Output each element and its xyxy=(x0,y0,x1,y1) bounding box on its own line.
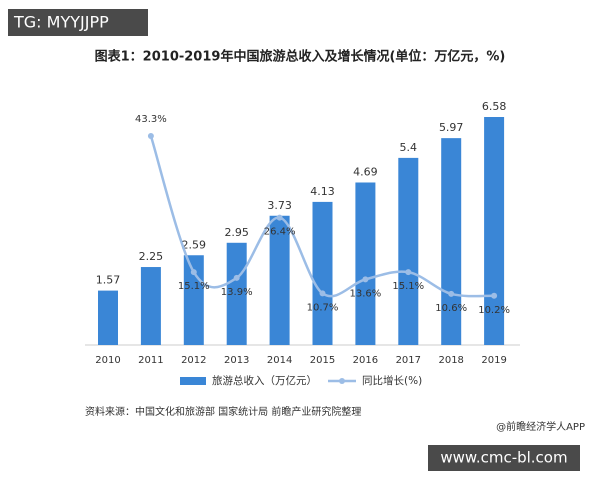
legend-swatch xyxy=(180,377,206,385)
x-tick-label: 2010 xyxy=(95,355,120,366)
line-label: 10.2% xyxy=(478,305,510,316)
bar-label: 6.58 xyxy=(482,100,507,113)
bar xyxy=(312,201,333,345)
legend-label: 旅游总收入（万亿元） xyxy=(212,374,317,387)
watermark-box xyxy=(8,9,148,36)
line-label: 10.6% xyxy=(435,303,467,314)
bar xyxy=(441,138,462,345)
x-tick-label: 2014 xyxy=(267,355,292,366)
bar-label: 5.97 xyxy=(439,121,464,134)
line-label: 13.9% xyxy=(221,287,253,298)
x-tick-label: 2012 xyxy=(181,355,206,366)
bar xyxy=(98,290,118,345)
bar-label: 4.69 xyxy=(353,165,378,178)
credit: @前瞻经济学人APP xyxy=(496,420,585,433)
line-point xyxy=(405,269,412,276)
bar xyxy=(484,117,505,345)
x-tick-label: 2019 xyxy=(481,355,506,366)
x-tick-label: 2016 xyxy=(353,355,378,366)
line-label: 13.6% xyxy=(350,288,382,299)
x-tick-label: 2013 xyxy=(224,355,249,366)
bar xyxy=(398,157,419,345)
line-point xyxy=(362,276,369,283)
bar-label: 2.95 xyxy=(224,226,249,239)
bar xyxy=(140,267,161,345)
source: 资料来源：中国文化和旅游部 国家统计局 前瞻产业研究院整理 xyxy=(85,405,361,418)
line-point xyxy=(233,274,240,281)
line-label: 15.1% xyxy=(178,281,210,292)
bar-label: 2.25 xyxy=(139,250,164,263)
x-tick-label: 2015 xyxy=(310,355,335,366)
line-point xyxy=(276,214,283,221)
x-tick-label: 2011 xyxy=(138,355,163,366)
x-tick-label: 2017 xyxy=(396,355,421,366)
bar xyxy=(269,215,290,345)
site: www.cmc-bl.com xyxy=(440,449,567,467)
bar xyxy=(355,182,376,345)
bar-label: 3.73 xyxy=(267,199,292,212)
line-point xyxy=(147,133,154,139)
line-label: 15.1% xyxy=(392,281,424,292)
bar-label: 1.57 xyxy=(96,274,121,287)
bar-label: 2.59 xyxy=(182,238,207,251)
line-label: 10.7% xyxy=(307,302,339,313)
legend-label: 同比增长(%) xyxy=(362,374,422,387)
watermark: TG: MYYJJPP xyxy=(13,13,109,32)
line-point xyxy=(190,269,197,276)
bar-label: 4.13 xyxy=(310,185,335,198)
line-point xyxy=(448,290,455,297)
line-point xyxy=(319,290,326,297)
line-label: 26.4% xyxy=(264,227,296,238)
x-tick-label: 2018 xyxy=(438,355,463,366)
chart-title: 图表1：2010-2019年中国旅游总收入及增长情况(单位：万亿元，%) xyxy=(95,49,506,65)
bar-label: 5.4 xyxy=(400,141,418,154)
line-label: 43.3% xyxy=(135,114,167,125)
bar xyxy=(183,255,204,345)
legend-swatch xyxy=(339,378,345,384)
line-point xyxy=(491,292,498,299)
site-box xyxy=(428,445,580,471)
bar xyxy=(226,242,247,345)
